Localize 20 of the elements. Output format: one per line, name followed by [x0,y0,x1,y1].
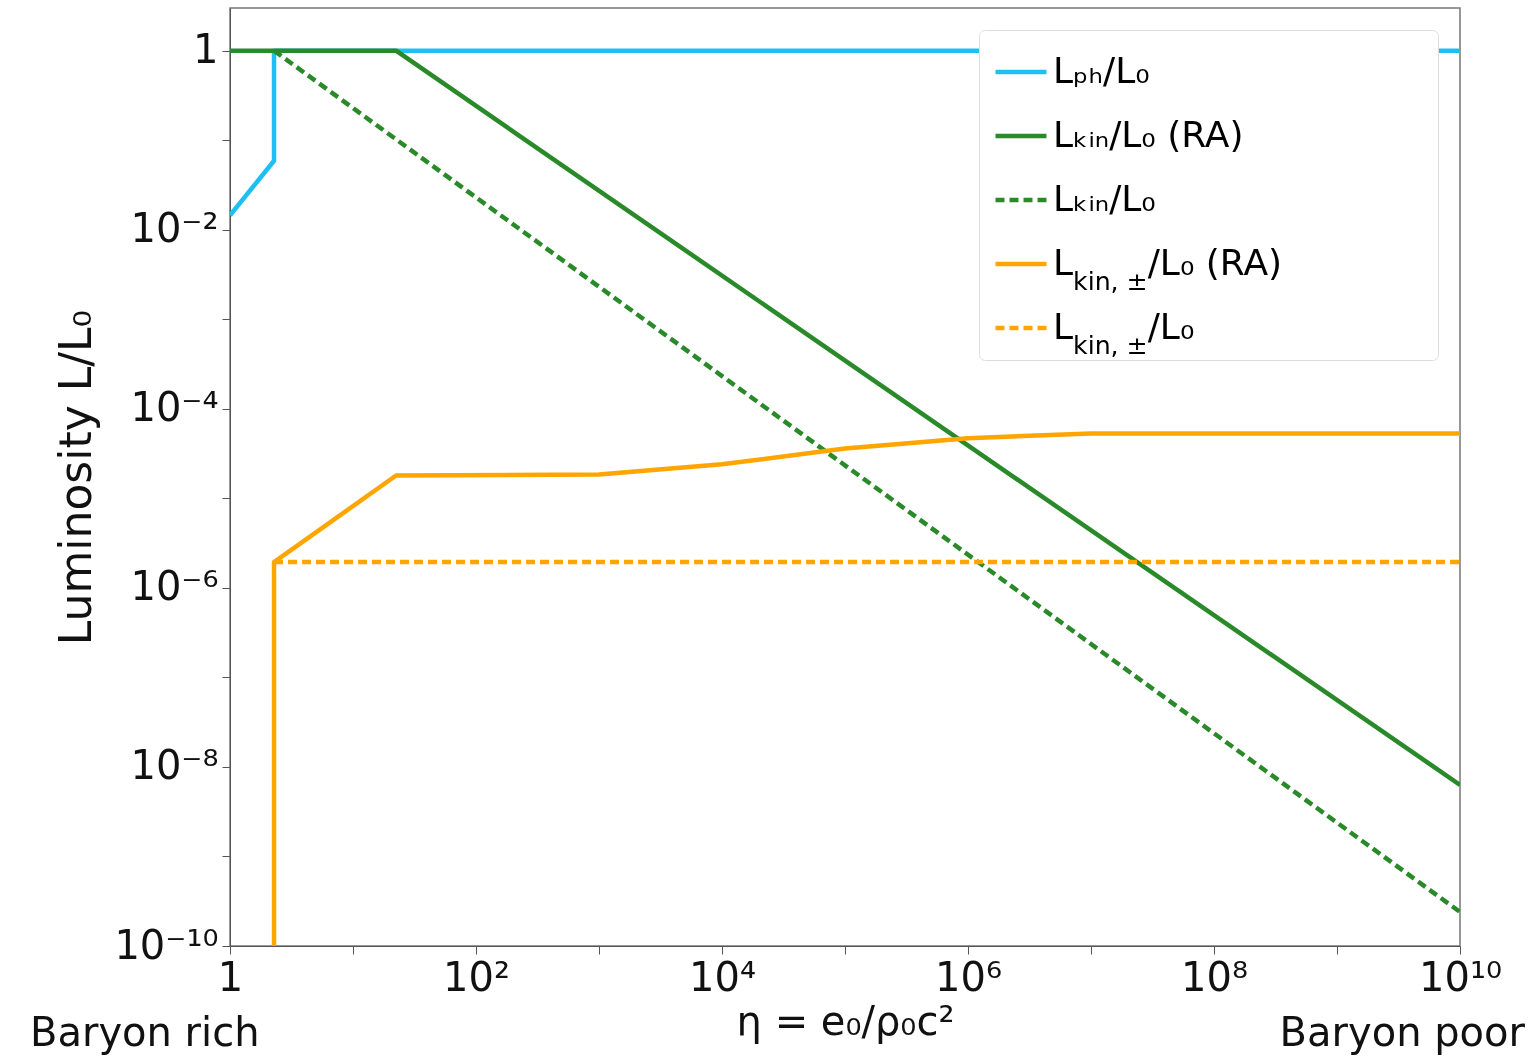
text: Baryon poor [1279,1009,1526,1055]
x-tick-label: 10⁶ [935,953,1002,1000]
y-tick-label: 10⁻⁴ [130,384,219,431]
x-tick-label: 10¹⁰ [1419,953,1502,1000]
legend-label: L$_{kin, ±}$/L₀ (RA) [1053,242,1283,296]
y-tick-label: 1 [193,26,219,73]
text: Baryon rich [30,1009,260,1055]
legend-label: Lₖᵢₙ/L₀ (RA) [1053,114,1244,155]
legend-label: Lₚₕ/L₀ [1053,50,1150,91]
y-tick-label: 10⁻¹⁰ [114,921,219,968]
x-tick-label: 10⁴ [689,953,756,1000]
legend-label: L$_{kin, ±}$/L₀ [1053,306,1195,360]
y-axis-title: Luminosity L/L₀ [50,309,102,646]
y-tick-label: 10⁻⁸ [130,742,219,789]
x-tick-label: 10² [443,953,510,1000]
y-tick-label: 10⁻² [130,205,219,252]
y-tick-label: 10⁻⁶ [130,563,219,610]
x-axis-title: η = e₀/ρ₀c² [736,997,955,1044]
legend-label: Lₖᵢₙ/L₀ [1053,178,1156,219]
x-tick-label: 10⁸ [1181,953,1248,1000]
